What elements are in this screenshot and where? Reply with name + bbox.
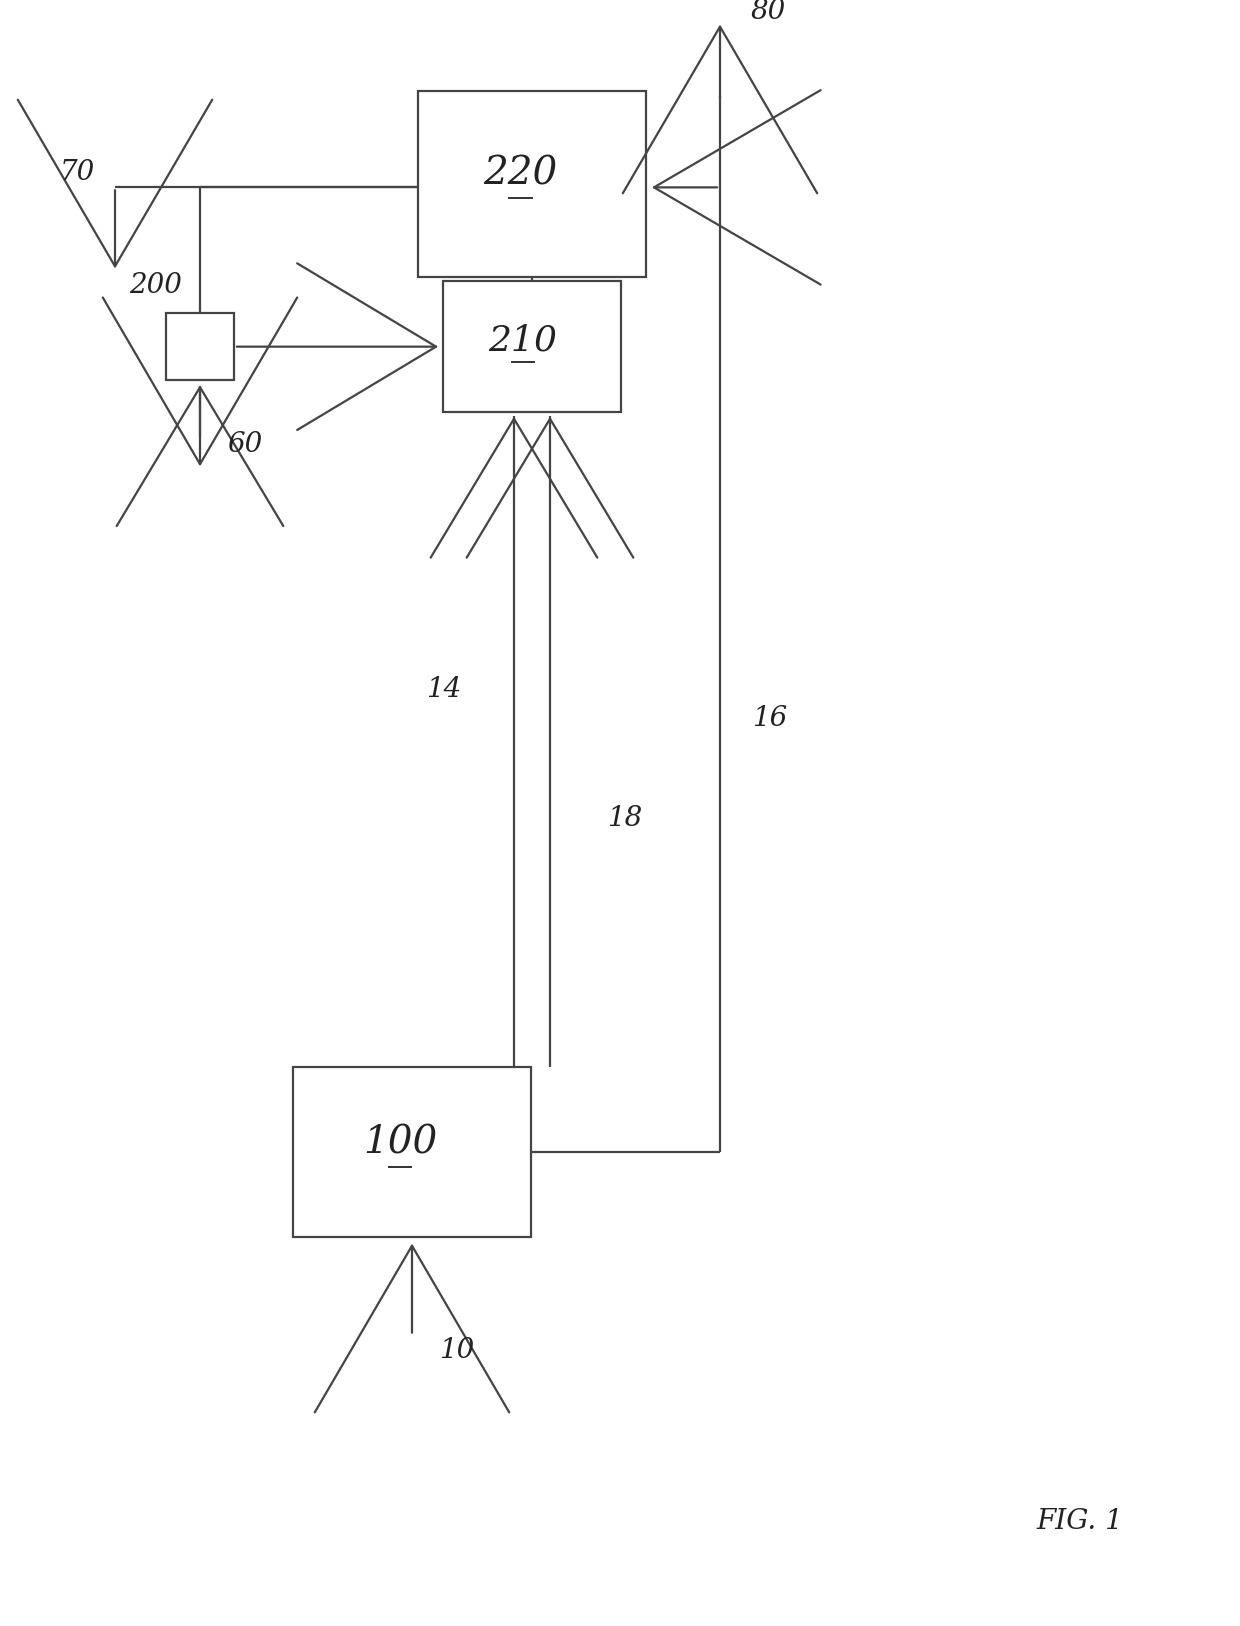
Text: 60: 60 — [227, 431, 263, 459]
Bar — [293, 1067, 531, 1237]
Text: 80: 80 — [750, 0, 786, 26]
Bar — [443, 281, 621, 411]
Bar — [418, 91, 646, 276]
Text: FIG. 1: FIG. 1 — [1037, 1507, 1123, 1535]
Text: 200: 200 — [129, 272, 182, 299]
Text: 210: 210 — [489, 324, 558, 358]
Bar — [166, 314, 234, 380]
Text: 16: 16 — [753, 706, 787, 732]
Text: 100: 100 — [363, 1125, 438, 1163]
Text: 18: 18 — [608, 805, 642, 833]
Text: 14: 14 — [427, 676, 461, 704]
Text: 70: 70 — [60, 159, 94, 185]
Text: 220: 220 — [484, 156, 558, 193]
Text: 10: 10 — [439, 1337, 475, 1364]
